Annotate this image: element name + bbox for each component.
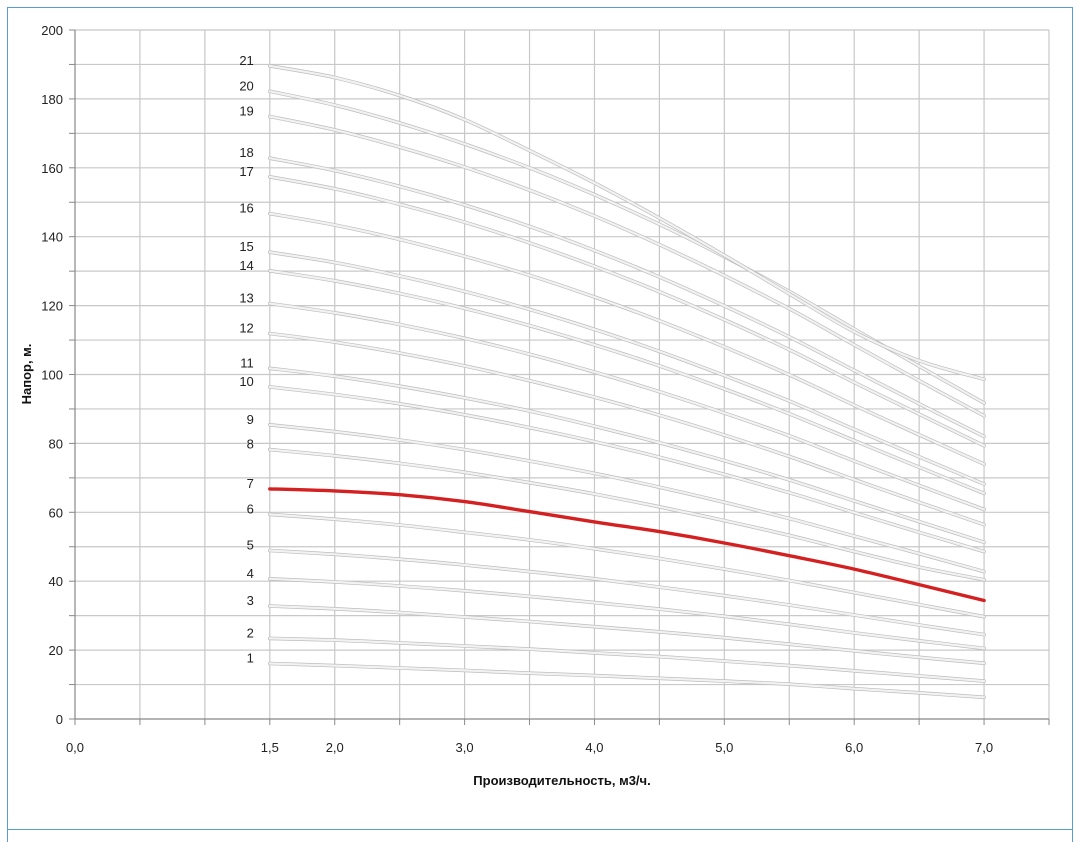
series-line-outline-6 [268, 512, 986, 619]
series-line-7 [268, 487, 986, 603]
series-line-outline-2 [268, 636, 986, 683]
curve-label-21: 21 [239, 53, 253, 68]
curve-label-6: 6 [247, 501, 254, 516]
curve-label-11: 11 [240, 355, 254, 370]
x-tick-label: 6,0 [845, 740, 863, 755]
x-tick-label: 4,0 [585, 740, 603, 755]
curve-label-20: 20 [239, 78, 253, 93]
series-line-12 [268, 332, 986, 526]
y-tick-label: 160 [41, 161, 63, 176]
y-tick-label: 180 [41, 92, 63, 107]
series-line-18 [268, 157, 986, 438]
curve-label-1: 1 [247, 651, 254, 666]
series-line-16 [268, 212, 986, 466]
series-line-13 [268, 302, 986, 511]
series-line-6 [268, 513, 986, 618]
y-tick-label: 80 [49, 436, 63, 451]
series-line-14 [268, 269, 986, 495]
grid [75, 29, 1050, 719]
y-tick-label: 40 [49, 574, 63, 589]
series-group [268, 64, 986, 700]
curve-label-12: 12 [239, 321, 253, 336]
series-line-outline-19 [268, 114, 986, 418]
curve-label-9: 9 [247, 412, 254, 427]
curve-label-16: 16 [239, 201, 253, 216]
series-line-11 [268, 367, 986, 544]
y-tick-label: 140 [41, 230, 63, 245]
y-axis-title: Напор, м. [19, 344, 34, 405]
y-tick-label: 60 [49, 505, 63, 520]
curve-label-5: 5 [247, 538, 254, 553]
curve-label-19: 19 [239, 103, 253, 118]
series-line-20 [268, 90, 986, 405]
curve-label-17: 17 [239, 164, 253, 179]
x-tick-label: 7,0 [975, 740, 993, 755]
curve-label-10: 10 [239, 374, 253, 389]
series-line-15 [268, 251, 986, 486]
curve-label-14: 14 [239, 258, 253, 273]
y-tick-label: 20 [49, 643, 63, 658]
x-axis-title: Производительность, м3/ч. [473, 773, 650, 788]
series-line-outline-1 [268, 661, 986, 700]
series-line-9 [268, 423, 986, 573]
x-tick-label: 2,0 [326, 740, 344, 755]
series-line-3 [268, 604, 986, 665]
series-line-5 [268, 549, 986, 636]
x-tick-label: 5,0 [715, 740, 733, 755]
series-line-17 [268, 175, 986, 447]
series-line-19 [268, 115, 986, 417]
frame-bottom-rule [7, 829, 1073, 830]
series-line-outline-4 [268, 577, 986, 651]
curve-label-15: 15 [239, 239, 253, 254]
curve-label-7: 7 [247, 476, 254, 491]
y-tick-label: 200 [41, 23, 63, 38]
series-line-10 [268, 385, 986, 553]
x-tick-label: 1,5 [261, 740, 279, 755]
y-tick-label: 0 [56, 712, 63, 727]
curve-label-8: 8 [247, 437, 254, 452]
y-tick-label: 100 [41, 368, 63, 383]
series-line-21 [268, 64, 986, 381]
series-line-2 [268, 637, 986, 683]
curve-label-3: 3 [247, 593, 254, 608]
curve-label-2: 2 [247, 625, 254, 640]
series-line-outline-9 [268, 423, 986, 574]
curve-label-13: 13 [239, 291, 253, 306]
y-tick-label: 120 [41, 299, 63, 314]
x-tick-label: 3,0 [456, 740, 474, 755]
series-line-outline-21 [268, 64, 986, 382]
x-tick-label: 0,0 [66, 740, 84, 755]
series-line-8 [268, 448, 986, 581]
chart-frame [7, 7, 1073, 842]
series-line-outline-12 [268, 331, 986, 527]
curve-label-18: 18 [239, 145, 253, 160]
series-line-outline-5 [268, 548, 986, 637]
curve-label-4: 4 [247, 566, 254, 581]
series-line-1 [268, 662, 986, 699]
series-line-4 [268, 577, 986, 650]
